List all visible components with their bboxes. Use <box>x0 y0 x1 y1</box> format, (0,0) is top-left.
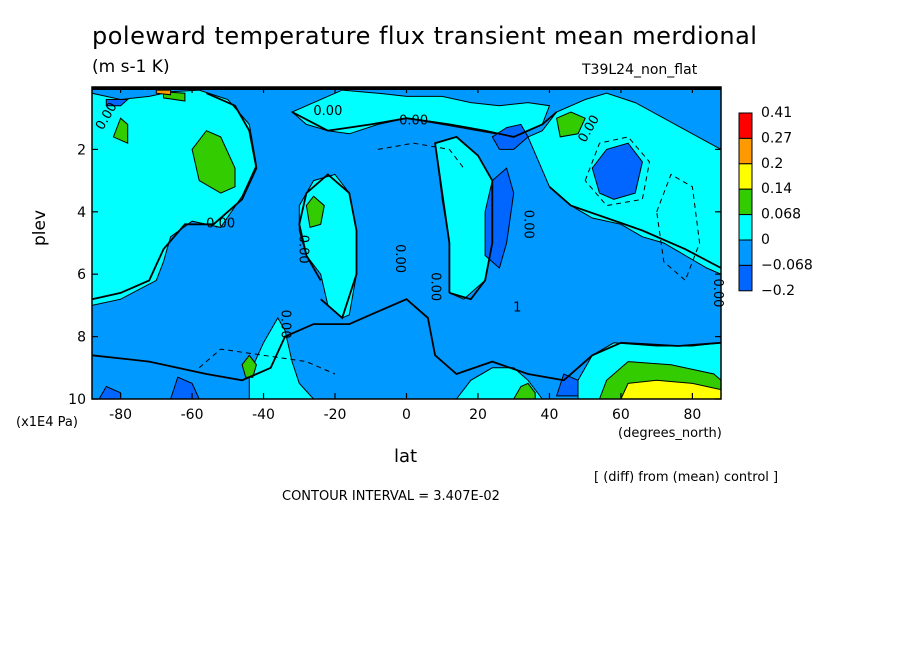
contour-label-7: 0.00 <box>277 310 292 339</box>
colorbar-label-7: −0.2 <box>761 283 795 299</box>
y-tick-label-3: 8 <box>77 330 86 346</box>
chart-units: (m s-1 K) <box>92 57 170 77</box>
colorbar-swatch-3 <box>738 188 753 216</box>
y-axis-unit: (x1E4 Pa) <box>16 415 78 430</box>
contour-line-3 <box>91 298 722 382</box>
contour-interval: CONTOUR INTERVAL = 3.407E-02 <box>282 489 500 504</box>
dashed-contour-0 <box>198 348 336 375</box>
contour-line-2 <box>434 135 494 301</box>
contour-label-10: 0.00 <box>710 278 725 307</box>
y-tick-label-0: 2 <box>77 142 86 158</box>
contour-line-1 <box>298 173 358 320</box>
contour-label-2: 0.00 <box>295 235 310 264</box>
colorbar-swatch-0 <box>738 112 753 139</box>
y-tick-label-2: 6 <box>77 267 86 283</box>
dashed-contour-1 <box>584 136 651 207</box>
contour-line-0 <box>91 92 258 301</box>
x-tick-label-2: -40 <box>252 407 275 423</box>
x-tick-label-6: 40 <box>541 407 559 423</box>
colorbar-label-2: 0.2 <box>761 156 783 172</box>
region-18 <box>591 142 643 200</box>
colorbar-label-3: 0.14 <box>761 181 792 197</box>
y-tick-label-1: 4 <box>77 205 86 221</box>
colorbar-swatch-2 <box>738 163 753 190</box>
colorbar-label-1: 0.27 <box>761 130 792 146</box>
x-axis-label: lat <box>394 446 418 467</box>
x-axis-unit: (degrees_north) <box>618 426 722 441</box>
region-23 <box>555 373 579 397</box>
region-8 <box>191 130 236 194</box>
colorbar-label-0: 0.41 <box>761 105 792 121</box>
contour-line-5 <box>291 111 558 138</box>
colorbar-label-4: 0.068 <box>761 207 801 223</box>
chart-title: poleward temperature flux transient mean… <box>92 22 758 50</box>
contour-label-5: 0.00 <box>392 244 407 273</box>
x-tick-label-8: 80 <box>683 407 701 423</box>
colorbar-swatch-6 <box>738 264 753 292</box>
colorbar-label-6: −0.068 <box>761 257 813 273</box>
contour-label-8: 0.00 <box>520 210 535 239</box>
colorbar-swatch-4 <box>738 214 753 241</box>
diff-note: [ (diff) from (mean) control ] <box>594 470 779 485</box>
x-tick-label-4: 0 <box>402 407 411 423</box>
run-label: T39L24_non_flat <box>582 62 698 78</box>
region-11 <box>305 195 325 229</box>
x-tick-label-1: -60 <box>181 407 204 423</box>
contour-line-4 <box>548 186 722 269</box>
colorbar-swatch-1 <box>738 137 753 165</box>
x-tick-label-0: -80 <box>109 407 132 423</box>
y-tick-label-4: 10 <box>68 392 86 408</box>
colorbar-label-5: 0 <box>761 232 770 248</box>
x-tick-label-5: 20 <box>469 407 487 423</box>
contour-label-3: 0.00 <box>313 104 342 119</box>
region-13 <box>241 354 257 378</box>
dashed-contour-3 <box>377 142 465 169</box>
region-12 <box>556 111 586 138</box>
region-17 <box>155 89 172 96</box>
x-tick-label-7: 60 <box>612 407 630 423</box>
contour-label-11: 1 <box>513 301 521 316</box>
contour-label-1: 0.00 <box>206 216 235 231</box>
colorbar-swatch-5 <box>738 239 753 266</box>
x-tick-label-3: -20 <box>324 407 347 423</box>
region-9 <box>112 117 129 144</box>
contour-label-4: 0.00 <box>399 113 428 128</box>
region-24 <box>105 99 130 107</box>
contour-label-6: 0.00 <box>428 272 443 301</box>
dashed-contour-2 <box>656 173 701 282</box>
